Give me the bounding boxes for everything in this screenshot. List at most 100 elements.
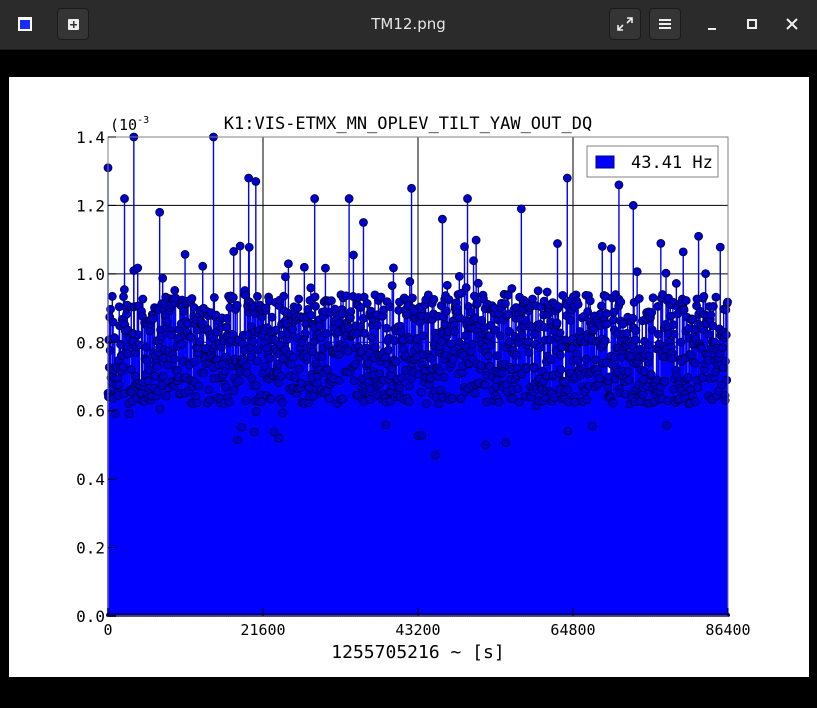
data-point — [252, 381, 261, 390]
data-point — [609, 307, 619, 317]
data-point — [187, 294, 197, 303]
data-point — [461, 283, 471, 293]
data-point — [562, 173, 572, 183]
data-point — [144, 365, 154, 375]
data-point — [383, 345, 393, 355]
data-point — [253, 291, 262, 301]
data-point — [192, 398, 202, 408]
data-point — [385, 302, 395, 312]
data-point — [663, 396, 673, 406]
data-point — [404, 397, 414, 407]
data-point — [647, 308, 657, 317]
y-tick-label: 0.4 — [76, 470, 105, 489]
data-point — [624, 375, 634, 385]
chart-title: K1:VIS-ETMX_MN_OPLEV_TILT_YAW_OUT_DQ — [224, 114, 592, 134]
data-point — [251, 407, 261, 416]
close-button[interactable] — [776, 8, 808, 40]
data-point — [542, 287, 552, 297]
data-point — [105, 345, 115, 355]
data-point — [277, 397, 287, 407]
data-point — [530, 330, 540, 339]
data-point — [294, 364, 304, 374]
data-point — [302, 352, 312, 362]
data-point — [322, 329, 332, 338]
data-point — [647, 325, 657, 335]
data-point — [546, 355, 556, 365]
data-point — [470, 291, 479, 301]
data-point — [317, 352, 327, 362]
x-tick-label: 21600 — [240, 621, 285, 639]
data-point — [435, 366, 445, 376]
data-point — [529, 363, 539, 373]
data-point — [473, 278, 483, 288]
data-point — [679, 305, 689, 315]
data-point — [156, 332, 166, 341]
data-point — [358, 314, 368, 323]
data-point — [442, 306, 451, 316]
data-point — [470, 388, 480, 398]
chart: 0.0 0.2 0.4 0.6 0.8 1.0 1.2 1.4 0 21600 43200 64800… — [76, 114, 750, 663]
data-point — [507, 284, 517, 293]
data-point — [110, 408, 120, 418]
data-point — [344, 194, 354, 203]
data-point — [437, 337, 447, 346]
fullscreen-button[interactable] — [609, 8, 641, 40]
data-point — [660, 377, 670, 387]
data-point — [221, 382, 231, 392]
data-point — [460, 331, 470, 341]
data-point — [463, 194, 472, 203]
data-point — [555, 328, 565, 338]
data-point — [355, 322, 365, 331]
data-point — [595, 374, 605, 383]
data-point — [346, 307, 356, 317]
data-point — [471, 235, 481, 245]
app-icon — [10, 8, 42, 40]
data-point — [644, 351, 654, 361]
data-point — [251, 177, 261, 186]
data-point — [359, 218, 368, 227]
data-point — [179, 307, 189, 316]
data-point — [141, 342, 151, 352]
data-point — [362, 299, 372, 308]
data-point — [450, 327, 459, 337]
data-point — [668, 320, 678, 330]
y-tick-label: 0.2 — [76, 539, 105, 558]
data-point — [482, 397, 491, 407]
data-point — [477, 315, 487, 325]
data-point — [382, 323, 391, 333]
data-point — [169, 354, 179, 364]
maximize-button[interactable] — [736, 8, 768, 40]
new-tab-button[interactable] — [57, 8, 89, 40]
data-point — [106, 304, 115, 314]
data-point — [643, 340, 653, 350]
data-point — [454, 271, 464, 281]
x-tick-label: 64800 — [550, 621, 595, 639]
data-point — [155, 404, 165, 414]
data-point — [711, 292, 721, 302]
data-point — [560, 377, 570, 387]
data-point — [426, 353, 436, 363]
data-point — [107, 291, 117, 301]
data-point — [661, 268, 671, 278]
y-tick-label: 1.2 — [76, 196, 105, 215]
data-point — [363, 359, 373, 369]
data-point — [300, 328, 310, 338]
data-point — [408, 293, 417, 303]
menu-button[interactable] — [649, 8, 681, 40]
new-tab-icon — [68, 19, 79, 30]
menu-icon — [659, 19, 671, 29]
data-point — [273, 359, 283, 369]
data-point — [252, 356, 262, 366]
data-point — [437, 214, 447, 224]
minimize-button[interactable] — [696, 8, 728, 40]
data-point — [639, 367, 649, 376]
data-point — [690, 397, 700, 406]
data-point — [467, 339, 477, 349]
data-point — [469, 256, 478, 266]
data-point — [162, 317, 172, 327]
data-point — [126, 365, 136, 374]
data-point — [572, 355, 582, 365]
exponent-label: (10-3 — [110, 115, 149, 134]
data-point — [310, 292, 320, 302]
data-point — [232, 300, 242, 310]
